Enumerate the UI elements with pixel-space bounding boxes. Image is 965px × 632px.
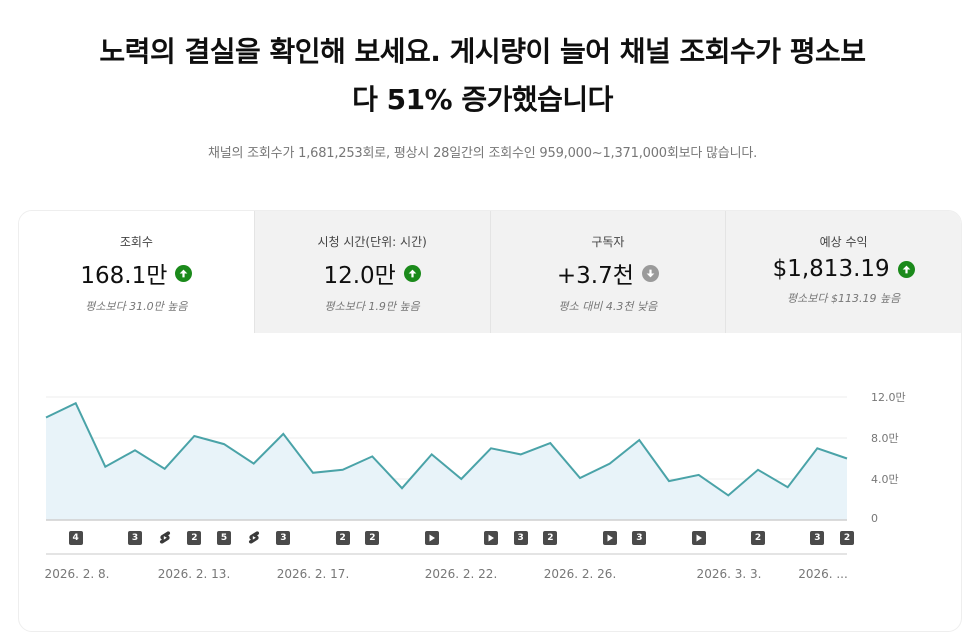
- upload-count-marker[interactable]: 2: [543, 531, 558, 545]
- tab-value: 168.1만: [80, 263, 168, 289]
- tab-estimated-revenue[interactable]: 예상 수익 $1,813.19 평소보다 $113.19 높음: [725, 211, 961, 333]
- upload-count-marker[interactable]: 2: [187, 531, 202, 545]
- headline-line-2: 다 51% 증가했습니다: [352, 83, 613, 116]
- tab-comparison: 평소보다 $113.19 높음: [787, 292, 901, 305]
- arrow-up-icon: [175, 264, 193, 282]
- upload-count-marker[interactable]: 3: [632, 531, 647, 545]
- shorts-icon[interactable]: [247, 531, 261, 545]
- x-tick-label: 2026. ...: [798, 567, 848, 581]
- arrow-up-icon: [403, 264, 421, 282]
- shorts-icon[interactable]: [158, 531, 172, 545]
- tab-comparison: 평소보다 1.9만 높음: [324, 300, 420, 313]
- upload-count-marker[interactable]: 4: [68, 531, 83, 545]
- arrow-up-icon: [897, 260, 915, 278]
- tab-comparison: 평소보다 31.0만 높음: [85, 300, 188, 313]
- upload-count-marker[interactable]: 3: [810, 531, 825, 545]
- views-line-chart[interactable]: 12.0만 8.0만 4.0만 0 4 3 2 5 3 2 2 3 2 3 2 3 2 2026. 2.…: [19, 333, 961, 631]
- y-tick-12: 12.0만: [871, 391, 906, 404]
- x-tick-label: 2026. 2. 26.: [543, 567, 617, 581]
- upload-count-marker[interactable]: 3: [276, 531, 291, 545]
- video-play-icon[interactable]: [691, 531, 706, 545]
- upload-count-marker[interactable]: 3: [128, 531, 142, 545]
- tab-value: $1,813.19: [772, 256, 890, 282]
- tab-label: 예상 수익: [819, 235, 868, 249]
- headline-line-1: 노력의 결실을 확인해 보세요. 게시량이 늘어 채널 조회수가 평소보: [99, 35, 866, 68]
- y-tick-4: 4.0만: [871, 473, 899, 486]
- video-play-icon[interactable]: [424, 531, 439, 545]
- tab-views[interactable]: 조회수 168.1만 평소보다 31.0만 높음: [19, 211, 254, 333]
- analytics-card: 조회수 168.1만 평소보다 31.0만 높음 시청 시간(단위: 시간) 1…: [18, 210, 962, 632]
- upload-count-marker[interactable]: 2: [365, 531, 380, 545]
- y-tick-8: 8.0만: [871, 432, 899, 445]
- x-tick-label: 2026. 3. 3.: [696, 567, 762, 581]
- tab-value: +3.7천: [556, 263, 634, 289]
- area-fill: [46, 403, 847, 520]
- upload-count-marker[interactable]: 2: [335, 531, 350, 545]
- arrow-down-icon: [641, 264, 659, 282]
- tab-subscribers[interactable]: 구독자 +3.7천 평소 대비 4.3천 낮음: [489, 211, 726, 333]
- tab-label: 조회수: [119, 235, 153, 249]
- tab-label: 시청 시간(단위: 시간): [317, 235, 427, 249]
- video-play-icon[interactable]: [484, 531, 498, 545]
- x-tick-label: 2026. 2. 22.: [424, 567, 498, 581]
- tab-watch-time[interactable]: 시청 시간(단위: 시간) 12.0만 평소보다 1.9만 높음: [253, 211, 490, 333]
- tab-label: 구독자: [591, 235, 625, 249]
- upload-count-marker[interactable]: 2: [840, 531, 854, 545]
- tab-comparison: 평소 대비 4.3천 낮음: [558, 300, 658, 313]
- video-play-icon[interactable]: [602, 531, 617, 545]
- upload-count-marker[interactable]: 3: [513, 531, 528, 545]
- x-tick-label: 2026. 2. 17.: [276, 567, 350, 581]
- insight-headline: 노력의 결실을 확인해 보세요. 게시량이 늘어 채널 조회수가 평소보 다 5…: [0, 28, 965, 124]
- chart-plot: [45, 396, 848, 555]
- upload-count-marker[interactable]: 2: [751, 531, 765, 545]
- views-line: [45, 401, 848, 497]
- metric-tabs: 조회수 168.1만 평소보다 31.0만 높음 시청 시간(단위: 시간) 1…: [19, 211, 961, 333]
- x-tick-label: 2026. 2. 13.: [157, 567, 231, 581]
- tab-value: 12.0만: [323, 263, 396, 289]
- insight-description: 채널의 조회수가 1,681,253회로, 평상시 28일간의 조회수인 959…: [207, 146, 758, 161]
- y-tick-0: 0: [871, 512, 878, 525]
- upload-count-marker[interactable]: 5: [217, 531, 231, 545]
- x-tick-label: 2026. 2. 8.: [44, 567, 110, 581]
